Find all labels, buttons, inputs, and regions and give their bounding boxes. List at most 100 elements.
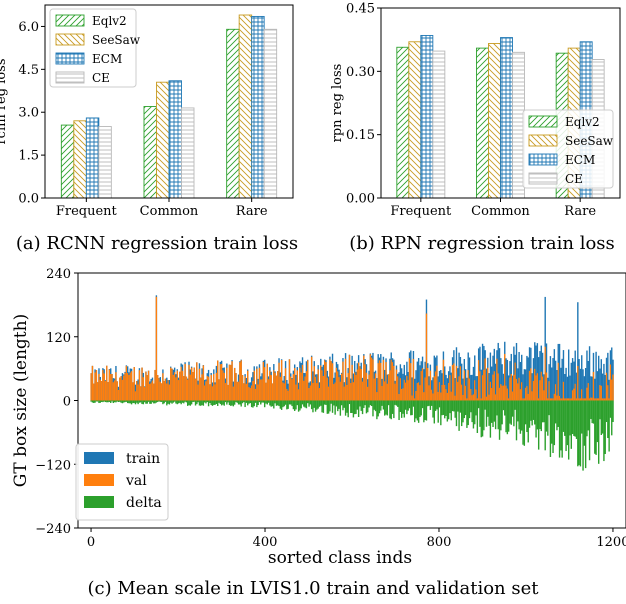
bar-val (287, 390, 289, 401)
bar-delta (607, 400, 609, 439)
bar-val (307, 360, 309, 401)
bar-train (411, 377, 413, 401)
bar-val (384, 381, 386, 401)
bar-val (158, 378, 160, 401)
bar-val (95, 370, 98, 401)
bar-delta (432, 400, 434, 418)
bar-delta (326, 400, 329, 414)
bar-delta (292, 400, 295, 410)
bar-delta (282, 400, 284, 408)
bar-val (536, 373, 539, 401)
bar-eqlv2-common (143, 106, 157, 199)
bar-delta (522, 400, 524, 445)
bar-val (232, 386, 235, 401)
bar-val (502, 385, 505, 401)
bar-val (455, 365, 458, 401)
x-tick-label: 800 (427, 535, 452, 550)
bar-train (600, 359, 603, 401)
bar-delta (312, 400, 314, 413)
bar-delta (209, 400, 211, 404)
bar-val (156, 375, 159, 401)
bar-delta (299, 400, 301, 411)
bar-delta (211, 400, 214, 406)
bar-delta (155, 400, 158, 403)
bar-train (571, 358, 574, 401)
bar-delta (214, 400, 216, 405)
bar-val (202, 365, 205, 401)
bar-val (539, 380, 541, 401)
bar-delta (197, 400, 199, 403)
bar-val (492, 374, 494, 401)
y-tick-label: 0.0 (18, 192, 39, 207)
bar-val (506, 388, 509, 401)
bar-delta (90, 400, 92, 402)
bar-delta (112, 400, 115, 404)
bar-delta (190, 400, 193, 405)
bar-delta (498, 400, 501, 440)
bar-train (608, 379, 610, 401)
bar-delta (149, 400, 151, 404)
bar-val (398, 393, 400, 401)
bar-delta (274, 400, 276, 404)
bar-val (571, 390, 574, 401)
bar-delta (352, 400, 355, 418)
bar-delta (133, 400, 135, 404)
bar-delta (240, 400, 242, 407)
bar-val (143, 387, 146, 401)
bar-val (530, 368, 532, 401)
bar-delta (196, 400, 198, 405)
y-tick-label: 0.15 (346, 128, 375, 143)
bar-delta (94, 400, 96, 403)
bar-delta (243, 400, 245, 403)
bar-delta (129, 400, 131, 404)
bar-delta (423, 400, 425, 423)
bar-delta (160, 400, 163, 402)
bar-val (299, 367, 301, 401)
bar-val (121, 379, 124, 401)
bar-val (184, 363, 186, 401)
bar-val (421, 368, 424, 401)
bar-val (260, 379, 262, 401)
bar-val (305, 371, 308, 401)
bar-val (256, 368, 258, 401)
bar-delta (494, 400, 497, 430)
bar-val (432, 393, 434, 401)
bar-delta (120, 400, 122, 403)
bar-val (471, 395, 473, 401)
bar-delta (369, 400, 372, 406)
bar-val (548, 381, 550, 401)
bar-delta (507, 400, 510, 432)
bar-train (444, 366, 446, 401)
bar-val (608, 398, 610, 401)
bar-val (282, 382, 284, 401)
bar-delta (561, 400, 563, 458)
bar-val (423, 392, 425, 401)
bar-delta (236, 400, 238, 403)
bar-val (403, 379, 405, 401)
bar-val (316, 383, 318, 401)
bar-val (183, 376, 185, 401)
bar-delta (496, 400, 498, 416)
bar-delta (360, 400, 362, 411)
bar-delta (412, 400, 415, 407)
bar-val (531, 391, 533, 401)
bar-val (444, 384, 446, 401)
bar-val (378, 360, 381, 401)
bar-delta (487, 400, 489, 417)
bar-delta (293, 400, 296, 411)
bar-delta (390, 400, 392, 420)
bar-val (267, 379, 270, 401)
legend-label-train: train (126, 451, 160, 467)
bar-val (468, 378, 471, 401)
bar-seesaw-rare (238, 14, 253, 199)
bar-val (558, 395, 561, 401)
bar-delta (588, 400, 591, 461)
bar-delta (566, 400, 569, 446)
bar-delta (200, 400, 202, 406)
bar-val (543, 390, 545, 401)
bar-delta (145, 400, 147, 404)
bar-val (128, 375, 130, 401)
y-tick-label: 120 (46, 331, 71, 346)
bar-val (262, 361, 265, 401)
legend-label-eqlv2: Eqlv2 (92, 14, 127, 28)
